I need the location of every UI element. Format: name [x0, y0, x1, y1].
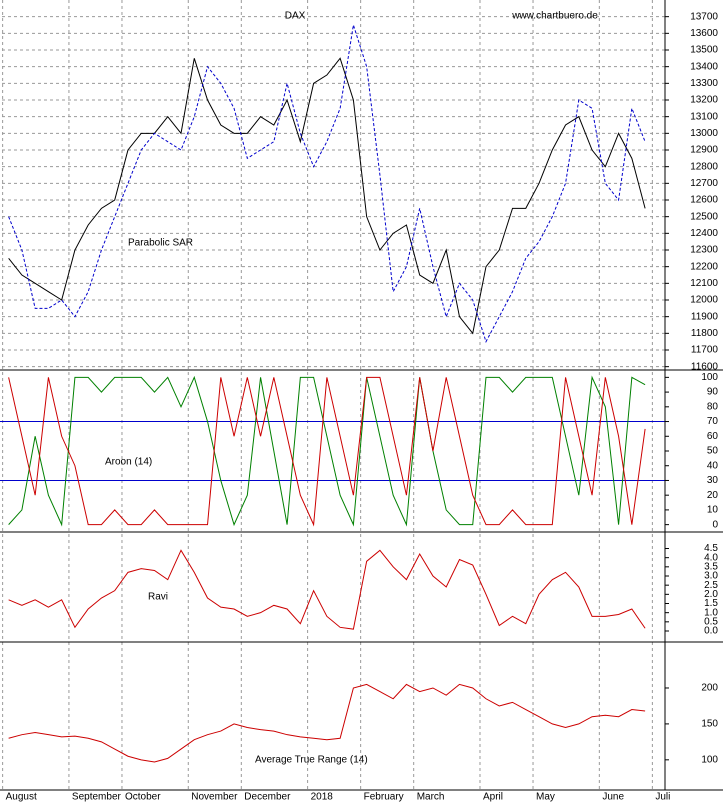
y-tick-label: 20 — [707, 490, 719, 501]
y-tick-label: 1.0 — [704, 607, 718, 618]
y-tick-label: 3.5 — [704, 561, 718, 572]
series-line — [8, 683, 646, 763]
y-tick-label: 11600 — [691, 361, 719, 372]
y-tick-label: 0.0 — [704, 626, 718, 637]
y-tick-label: 90 — [707, 387, 719, 398]
x-tick-label: August — [6, 792, 37, 803]
y-tick-label: 1.5 — [704, 598, 718, 609]
y-tick-label: 30 — [707, 475, 719, 486]
y-tick-label: 2.0 — [704, 589, 718, 600]
y-tick-label: 100 — [701, 754, 718, 765]
series-line — [8, 549, 646, 630]
x-tick-label: April — [483, 792, 503, 803]
series-line — [8, 375, 646, 527]
y-tick-label: 200 — [701, 683, 718, 694]
x-tick-label: June — [602, 792, 624, 803]
y-tick-label: 11900 — [691, 311, 719, 322]
annotation: Aroon (14) — [105, 457, 152, 468]
y-tick-label: 50 — [707, 446, 719, 457]
y-tick-label: 11800 — [691, 328, 719, 339]
y-tick-label: 60 — [707, 431, 719, 442]
chart-title: DAX — [285, 11, 306, 22]
x-tick-label: December — [244, 792, 291, 803]
y-tick-label: 0.5 — [704, 616, 718, 627]
annotation: Average True Range (14) — [255, 755, 368, 766]
x-tick-label: March — [417, 792, 445, 803]
x-tick-label: 2018 — [311, 792, 334, 803]
y-tick-label: 12500 — [690, 211, 718, 222]
y-tick-label: 40 — [707, 460, 719, 471]
y-tick-label: 150 — [701, 719, 718, 730]
y-tick-label: 13100 — [690, 111, 718, 122]
y-tick-label: 100 — [701, 372, 718, 383]
y-tick-label: 4.5 — [704, 543, 718, 554]
y-tick-label: 0 — [712, 519, 718, 530]
y-tick-label: 4.0 — [704, 552, 718, 563]
series-line — [8, 57, 646, 335]
y-tick-label: 12700 — [690, 178, 718, 189]
x-tick-label: September — [72, 792, 122, 803]
y-tick-label: 13300 — [690, 78, 718, 89]
y-tick-label: 13700 — [690, 11, 718, 22]
y-tick-label: 3.0 — [704, 571, 718, 582]
y-tick-label: 12900 — [690, 145, 718, 156]
y-tick-label: 80 — [707, 401, 719, 412]
x-tick-label: May — [536, 792, 555, 803]
x-tick-label: February — [364, 792, 404, 803]
y-tick-label: 13500 — [690, 45, 718, 56]
y-tick-label: 11700 — [691, 345, 719, 356]
y-tick-label: 12200 — [690, 261, 718, 272]
annotation: Parabolic SAR — [128, 238, 193, 249]
y-tick-label: 12000 — [690, 295, 718, 306]
y-tick-label: 13200 — [690, 95, 718, 106]
y-tick-label: 12800 — [690, 161, 718, 172]
x-tick-label: Juli — [655, 792, 670, 803]
y-tick-label: 12600 — [690, 195, 718, 206]
y-tick-label: 13600 — [690, 28, 718, 39]
y-tick-label: 12100 — [690, 278, 718, 289]
x-tick-label: November — [191, 792, 238, 803]
annotation: Ravi — [148, 592, 168, 603]
y-tick-label: 70 — [707, 416, 719, 427]
y-tick-label: 13400 — [690, 61, 718, 72]
y-tick-label: 10 — [707, 505, 719, 516]
series-line — [8, 376, 646, 527]
x-tick-label: October — [125, 792, 161, 803]
y-tick-label: 2.5 — [704, 580, 718, 591]
watermark: www.chartbuero.de — [511, 11, 598, 22]
y-tick-label: 12300 — [690, 245, 718, 256]
y-tick-label: 13000 — [690, 128, 718, 139]
y-tick-label: 12400 — [690, 228, 718, 239]
